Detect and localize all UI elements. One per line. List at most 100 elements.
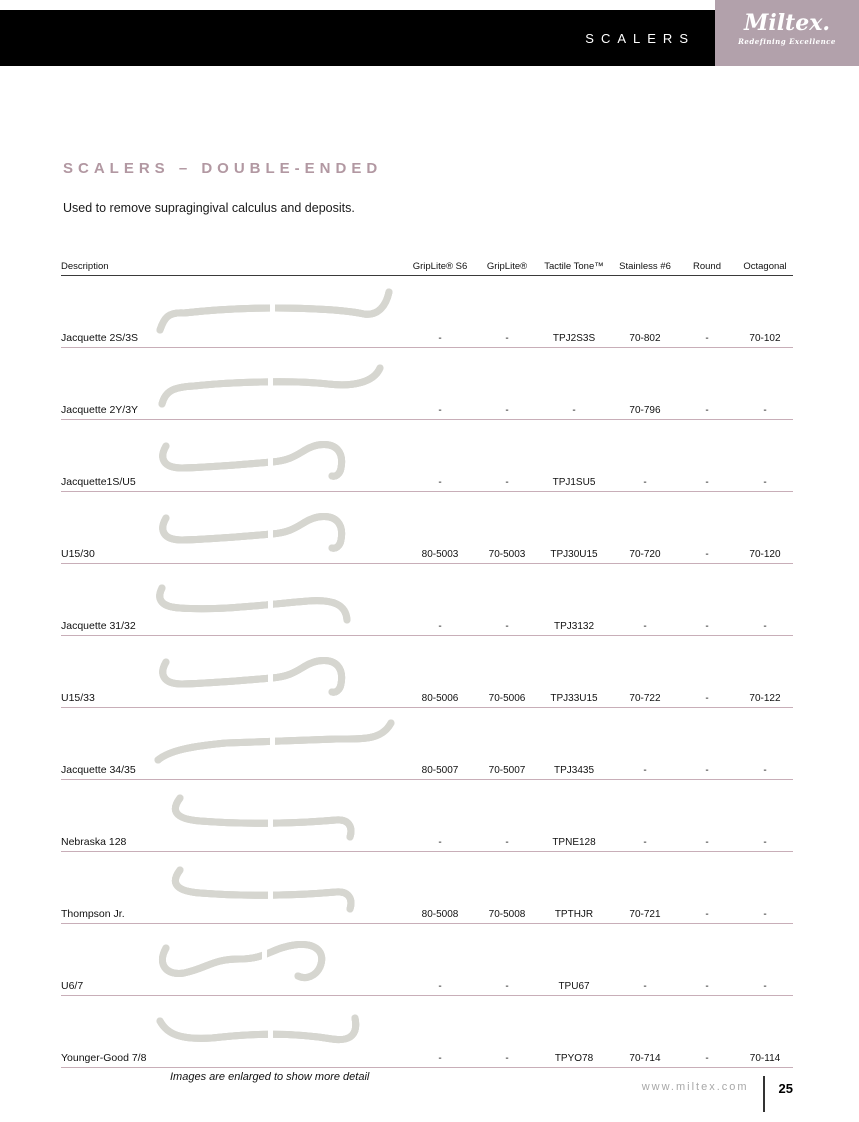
cell-griplite-s6: 80-5007	[421, 765, 459, 776]
cell-griplite-s6: -	[438, 477, 442, 488]
cell-tactile-tone: TPJ3132	[553, 621, 595, 632]
cell-griplite: -	[505, 405, 509, 416]
intro-text: Used to remove supragingival calculus an…	[63, 201, 355, 215]
cell-griplite-s6: -	[438, 333, 442, 344]
cell-griplite: -	[505, 333, 509, 344]
cell-stainless: 70-721	[629, 909, 661, 920]
cell-round: -	[705, 549, 709, 560]
miltex-logo: Miltex.	[743, 10, 830, 36]
cell-round: -	[705, 909, 709, 920]
cell-octagonal: -	[763, 765, 767, 776]
cell-griplite-s6: 80-5008	[421, 909, 459, 920]
website-text: www.miltex.com	[641, 1081, 749, 1093]
col-header-tactile-tone: Tactile Tone™	[544, 261, 604, 272]
brand-tagline: Redefining Excellence	[738, 37, 836, 46]
table-row: Nebraska 128 - - TPNE128 - - -	[61, 780, 793, 852]
cell-griplite: 70-5008	[488, 909, 526, 920]
instrument-image	[149, 862, 401, 914]
cell-octagonal: -	[763, 981, 767, 992]
cell-griplite-s6: -	[438, 1053, 442, 1064]
table-row: Jacquette 31/32 - - TPJ3132 - - -	[61, 564, 793, 636]
footer-divider	[762, 1076, 765, 1112]
cell-griplite-s6: -	[438, 837, 442, 848]
cell-stainless: -	[643, 477, 647, 488]
instrument-image	[149, 430, 401, 482]
cell-round: -	[705, 765, 709, 776]
cell-stainless: -	[643, 621, 647, 632]
cell-stainless: 70-722	[629, 693, 661, 704]
product-description: Jacquette 2Y/3Y	[61, 404, 139, 416]
product-description: Jacquette 31/32	[61, 620, 136, 632]
cell-griplite: 70-5003	[488, 549, 526, 560]
table-row: Jacquette 34/35 80-5007 70-5007 TPJ3435 …	[61, 708, 793, 780]
table-header-row: Description GripLite® S6 GripLite® Tacti…	[61, 247, 793, 276]
table-row: Thompson Jr. 80-5008 70-5008 TPTHJR 70-7…	[61, 852, 793, 924]
product-description: Nebraska 128	[61, 836, 127, 848]
cell-round: -	[705, 405, 709, 416]
cell-tactile-tone: -	[572, 405, 576, 416]
table-row: U6/7 - - TPU67 - - -	[61, 924, 793, 996]
col-header-round: Round	[693, 261, 721, 272]
col-header-stainless: Stainless #6	[619, 261, 671, 272]
cell-griplite: 70-5007	[488, 765, 526, 776]
product-description: U6/7	[61, 980, 84, 992]
cell-griplite-s6: 80-5006	[421, 693, 459, 704]
cell-griplite-s6: -	[438, 621, 442, 632]
product-description: Younger-Good 7/8	[61, 1052, 147, 1064]
cell-stainless: 70-714	[629, 1053, 661, 1064]
instrument-image	[149, 358, 401, 410]
instrument-image	[149, 1006, 401, 1058]
cell-round: -	[705, 837, 709, 848]
cell-round: -	[705, 333, 709, 344]
instrument-image	[149, 286, 401, 338]
cell-griplite: -	[505, 837, 509, 848]
cell-tactile-tone: TPYO78	[554, 1053, 594, 1064]
cell-octagonal: -	[763, 837, 767, 848]
table-row: Jacquette 2Y/3Y - - - 70-796 - -	[61, 348, 793, 420]
page-footer: www.miltex.com 25	[642, 1076, 793, 1112]
cell-tactile-tone: TPJ2S3S	[552, 333, 596, 344]
header-bar: SCALERS	[0, 10, 715, 66]
table-body: Jacquette 2S/3S - - TPJ2S3S 70-802 - 70-…	[61, 276, 793, 1068]
cell-griplite: -	[505, 1053, 509, 1064]
enlargement-note: Images are enlarged to show more detail	[170, 1071, 370, 1083]
cell-stainless: 70-796	[629, 405, 661, 416]
table-row: U15/30 80-5003 70-5003 TPJ30U15 70-720 -…	[61, 492, 793, 564]
cell-octagonal: -	[763, 621, 767, 632]
col-header-octagonal: Octagonal	[743, 261, 787, 272]
page-number: 25	[778, 1081, 793, 1096]
cell-round: -	[705, 621, 709, 632]
cell-griplite-s6: -	[438, 981, 442, 992]
cell-griplite: -	[505, 981, 509, 992]
cell-stainless: 70-802	[629, 333, 661, 344]
col-header-description: Description	[61, 261, 109, 272]
cell-octagonal: -	[763, 477, 767, 488]
table-row: U15/33 80-5006 70-5006 TPJ33U15 70-722 -…	[61, 636, 793, 708]
instrument-image	[149, 718, 401, 770]
cell-griplite: -	[505, 621, 509, 632]
instrument-image	[149, 574, 401, 626]
cell-round: -	[705, 477, 709, 488]
product-description: Thompson Jr.	[61, 908, 125, 920]
cell-octagonal: -	[763, 405, 767, 416]
page-title: SCALERS – DOUBLE-ENDED	[63, 160, 383, 177]
cell-round: -	[705, 1053, 709, 1064]
cell-tactile-tone: TPJ3435	[553, 765, 595, 776]
product-description: Jacquette 2S/3S	[61, 332, 139, 344]
cell-tactile-tone: TPNE128	[552, 837, 596, 848]
table-row: Jacquette1S/U5 - - TPJ1SU5 - - -	[61, 420, 793, 492]
cell-tactile-tone: TPTHJR	[554, 909, 594, 920]
table-row: Younger-Good 7/8 - - TPYO78 70-714 - 70-…	[61, 996, 793, 1068]
cell-octagonal: 70-122	[749, 693, 781, 704]
cell-stainless: -	[643, 765, 647, 776]
header-section-label: SCALERS	[585, 30, 695, 46]
table-row: Jacquette 2S/3S - - TPJ2S3S 70-802 - 70-…	[61, 276, 793, 348]
product-description: Jacquette1S/U5	[61, 476, 136, 488]
col-header-griplite-s6: GripLite® S6	[412, 261, 468, 272]
cell-griplite-s6: 80-5003	[421, 549, 459, 560]
brand-logo-box: Miltex. Redefining Excellence	[715, 0, 859, 66]
cell-stainless: 70-720	[629, 549, 661, 560]
cell-round: -	[705, 693, 709, 704]
cell-octagonal: 70-114	[749, 1053, 781, 1064]
